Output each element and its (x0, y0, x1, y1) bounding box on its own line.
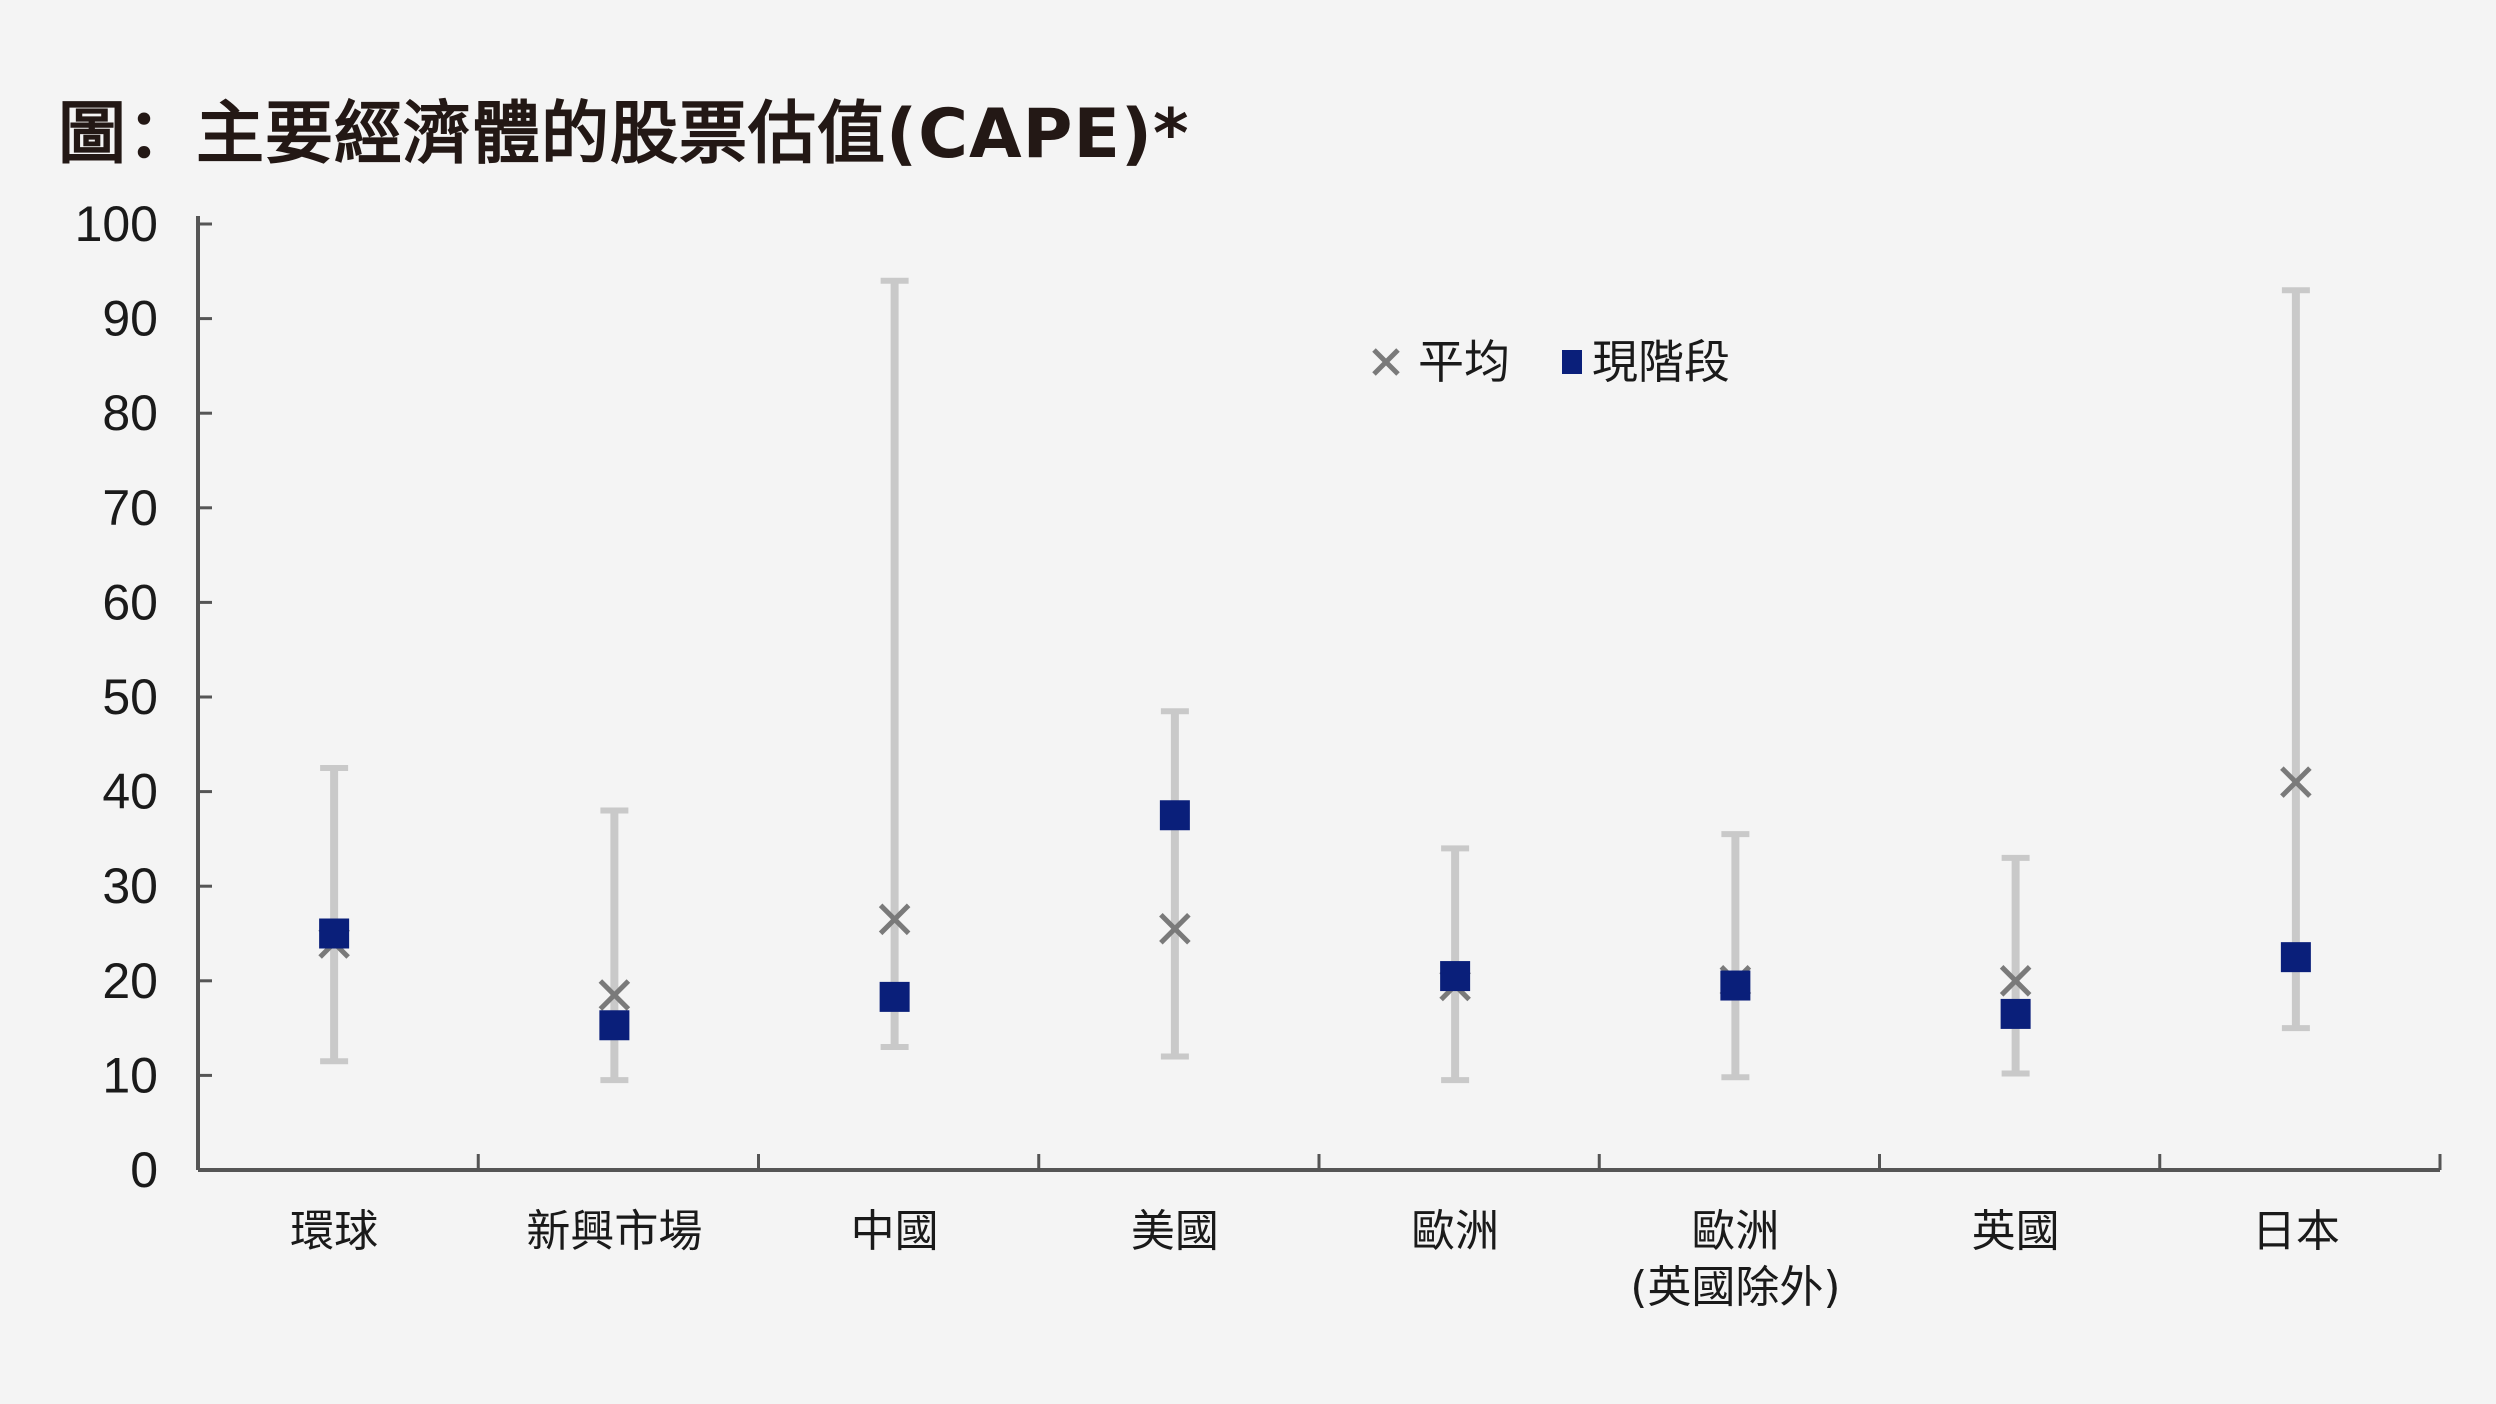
current-marker (2000, 998, 2031, 1029)
current-marker (1440, 961, 1471, 992)
x-category-label: 新興市場 (526, 1206, 702, 1257)
y-tick-label: 10 (102, 1047, 158, 1103)
current-marker (599, 1010, 630, 1041)
chart-title: 圖：主要經濟體的股票估值(CAPE)* (58, 95, 1190, 174)
y-tick-label: 40 (102, 764, 158, 820)
y-tick-label: 70 (102, 480, 158, 536)
x-category-label: (英國除外) (1630, 1262, 1840, 1313)
average-marker (1999, 965, 2032, 997)
chart-area: 0 10 20 30 40 50 60 70 80 90 100 環球 新興市場 中國 美國 歐洲 歐洲 (英國除… (0, 190, 2496, 1404)
x-category-label: 環球 (290, 1206, 378, 1257)
y-tick-label: 0 (130, 1142, 158, 1198)
y-tick-label: 20 (102, 953, 158, 1009)
average-marker (878, 903, 911, 936)
current-marker (1720, 970, 1751, 1001)
x-category-label: 歐洲 (1411, 1206, 1499, 1257)
current-marker (1159, 800, 1190, 831)
x-category-label: 英國 (1972, 1206, 2060, 1257)
legend-current-marker (1562, 350, 1582, 374)
y-tick-label: 50 (102, 669, 158, 725)
average-marker (598, 979, 631, 1011)
legend-current-label: 現階段 (1592, 335, 1730, 389)
average-marker (2280, 766, 2312, 798)
x-category-label: 歐洲 (1691, 1206, 1779, 1257)
current-marker (2280, 942, 2311, 973)
y-tick-label: 80 (102, 385, 158, 441)
y-tick-label: 100 (75, 196, 158, 252)
current-marker (319, 918, 350, 949)
current-marker (879, 981, 910, 1012)
legend-average-marker (1372, 348, 1400, 376)
x-category-label: 日本 (2252, 1206, 2340, 1257)
x-category-label: 中國 (851, 1206, 939, 1257)
y-tick-label: 30 (102, 858, 158, 914)
y-tick-label: 90 (102, 291, 158, 347)
average-marker (1159, 913, 1191, 945)
x-category-label: 美國 (1131, 1206, 1219, 1257)
legend-average-label: 平均 (1418, 335, 1510, 389)
y-tick-label: 60 (102, 574, 158, 630)
